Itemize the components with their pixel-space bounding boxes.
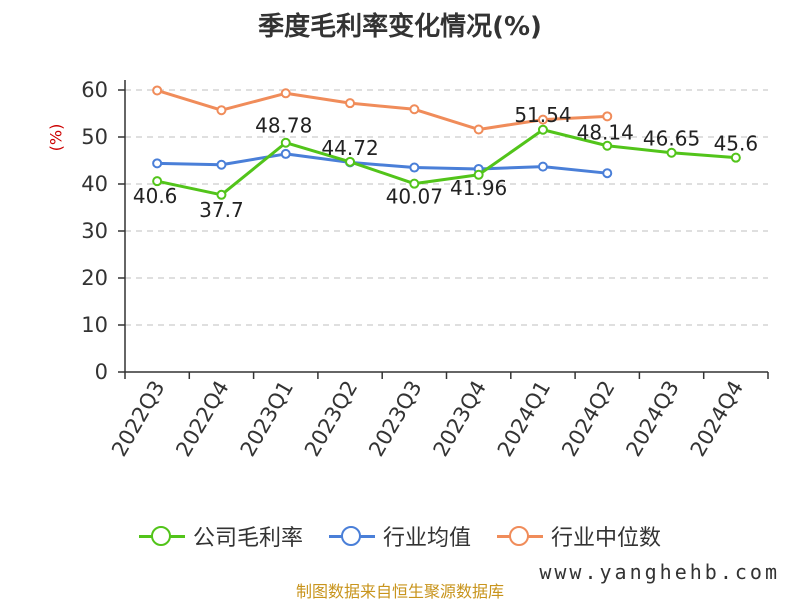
data-point <box>409 162 420 173</box>
data-point <box>280 88 291 99</box>
data-point <box>602 111 613 122</box>
x-tick-label: 2024Q4 <box>686 377 748 461</box>
x-tick-label: 2024Q2 <box>557 377 619 461</box>
legend-label-industry-median: 行业中位数 <box>551 526 662 551</box>
data-label: 48.14 <box>577 121 634 145</box>
data-point <box>537 124 548 135</box>
series-line-1 <box>157 152 608 175</box>
data-point <box>152 176 163 187</box>
legend-item-industry-median[interactable]: 行业中位数 <box>497 520 661 552</box>
data-label: 37.7 <box>199 198 244 222</box>
data-point <box>730 152 741 163</box>
chart-title: 季度毛利率变化情况(%) <box>258 12 542 42</box>
data-point <box>345 98 356 109</box>
x-tick-label: 2022Q3 <box>107 377 169 461</box>
legend-label-industry-mean: 行业均值 <box>382 526 471 551</box>
legend-swatch-icon <box>328 526 375 546</box>
legend: 公司毛利率 行业均值 行业中位数 <box>0 520 800 552</box>
legend-dot-mean <box>340 526 361 546</box>
watermark: www.yanghehb.com <box>539 560 780 584</box>
x-tick-label: 2023Q2 <box>300 377 362 461</box>
x-tick-label: 2022Q4 <box>171 377 233 461</box>
y-tick-label: 20 <box>81 266 108 290</box>
data-point <box>473 169 484 180</box>
x-tick-label: 2024Q1 <box>493 377 555 461</box>
legend-swatch-icon <box>138 526 185 546</box>
data-point <box>216 189 227 200</box>
data-point <box>216 159 227 170</box>
y-tick-label: 50 <box>81 125 108 149</box>
data-point <box>666 147 677 158</box>
data-point <box>409 104 420 115</box>
legend-label-company: 公司毛利率 <box>192 526 303 551</box>
data-point <box>409 178 420 189</box>
data-point <box>152 158 163 169</box>
data-point <box>345 156 356 167</box>
data-label: 46.65 <box>643 127 700 151</box>
data-label: 44.72 <box>321 136 378 160</box>
y-tick-label: 60 <box>81 78 108 102</box>
data-label: 40.6 <box>133 184 178 208</box>
data-label: 45.6 <box>714 132 759 156</box>
x-tick-label: 2023Q1 <box>236 377 298 461</box>
data-point <box>280 148 291 159</box>
x-tick-label: 2024Q3 <box>621 377 683 461</box>
series-line-0 <box>156 128 736 197</box>
legend-swatch-icon <box>497 526 543 546</box>
legend-item-industry-mean[interactable]: 行业均值 <box>328 520 471 552</box>
legend-dot-median <box>509 526 529 546</box>
y-tick-label: 40 <box>81 172 108 196</box>
data-point <box>602 168 613 179</box>
y-tick-label: 30 <box>81 219 108 243</box>
data-point <box>280 137 291 148</box>
data-point <box>473 124 484 135</box>
series-line-2 <box>156 89 608 131</box>
data-point <box>537 161 548 172</box>
data-label: 41.96 <box>450 176 507 200</box>
y-tick-label: 0 <box>95 360 108 384</box>
legend-item-company[interactable]: 公司毛利率 <box>138 520 303 552</box>
data-label: 48.78 <box>255 114 312 138</box>
data-label: 40.07 <box>386 185 443 209</box>
x-tick-label: 2023Q3 <box>364 377 426 461</box>
y-tick-label: 10 <box>81 313 108 337</box>
data-label: 51.54 <box>514 103 571 127</box>
legend-dot-company <box>150 526 171 546</box>
x-tick-label: 2023Q4 <box>429 377 491 461</box>
data-point <box>602 140 613 151</box>
data-point <box>152 85 163 96</box>
data-point <box>537 114 548 125</box>
data-point <box>216 105 227 116</box>
source-note: 制图数据来自恒生聚源数据库 <box>295 582 504 601</box>
